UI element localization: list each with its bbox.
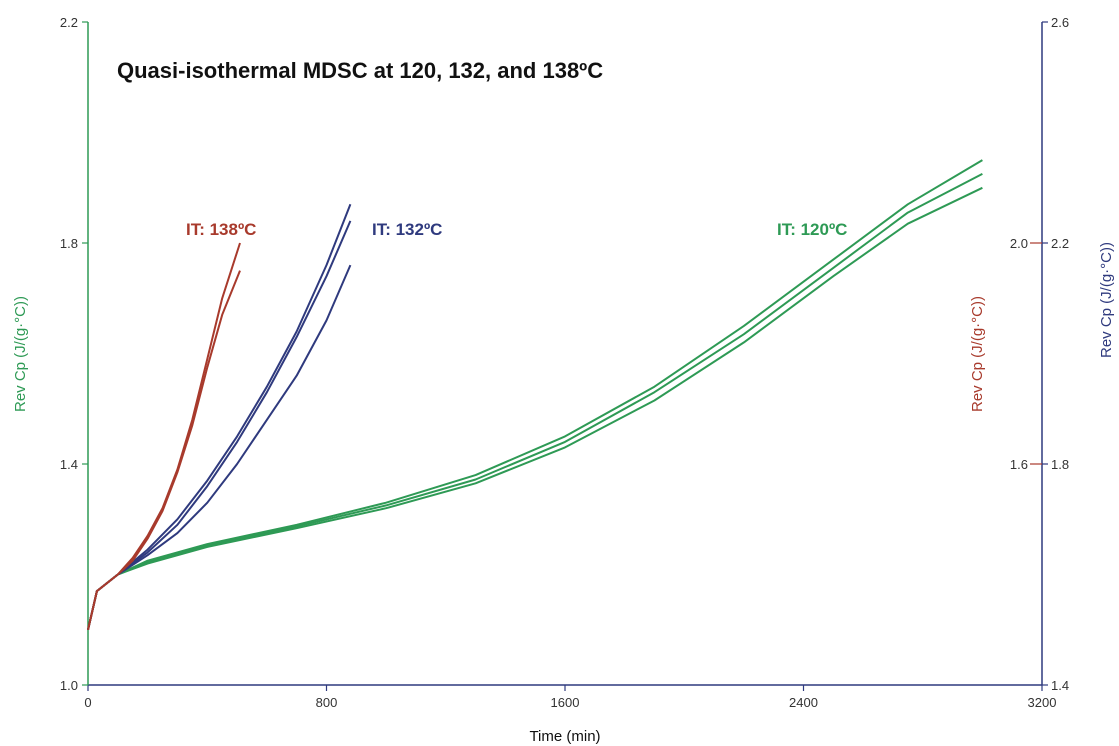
x-tick-label: 1600 [551,695,580,710]
left-y-tick-label: 1.4 [60,457,78,472]
left-y-tick-label: 1.0 [60,678,78,693]
right-inner-y-tick-label: 2.0 [1010,236,1028,251]
right-outer-y-tick-label: 2.6 [1051,15,1069,30]
series-lines [87,159,983,631]
right-outer-y-ticks: 1.4 1.8 2.2 2.6 [1042,15,1069,693]
series-line-0-run-2 [87,186,983,631]
series-line-2-run-1 [87,270,241,631]
x-tick-label: 800 [316,695,338,710]
left-y-axis-title: Rev Cp (J/(g·°C)) [12,296,29,412]
x-tick-label: 0 [84,695,91,710]
series-line-2-run-0 [87,242,241,631]
series-label-138: IT: 138ºC [186,220,256,239]
x-axis-title: Time (min) [529,728,600,745]
right-inner-y-axis-title: Rev Cp (J/(g·°C)) [969,296,986,412]
left-y-ticks: 1.0 1.4 1.8 2.2 [60,15,88,693]
left-y-tick-label: 2.2 [60,15,78,30]
chart-title: Quasi-isothermal MDSC at 120, 132, and 1… [117,58,603,83]
x-tick-label: 2400 [789,695,818,710]
x-tick-label: 3200 [1028,695,1057,710]
series-label-120: IT: 120ºC [777,220,847,239]
right-outer-y-tick-label: 1.4 [1051,678,1069,693]
right-outer-y-axis-title: Rev Cp (J/(g·°C)) [1098,242,1115,358]
right-outer-y-tick-label: 2.2 [1051,236,1069,251]
right-inner-y-tick-label: 1.6 [1010,457,1028,472]
left-y-tick-label: 1.8 [60,236,78,251]
series-line-0-run-1 [87,173,983,631]
series-label-132: IT: 132ºC [372,220,442,239]
x-ticks: 0 800 1600 2400 3200 [84,685,1056,710]
series-line-1-run-2 [87,264,352,631]
right-inner-y-ticks: 1.6 2.0 [1010,236,1042,472]
right-outer-y-tick-label: 1.8 [1051,457,1069,472]
